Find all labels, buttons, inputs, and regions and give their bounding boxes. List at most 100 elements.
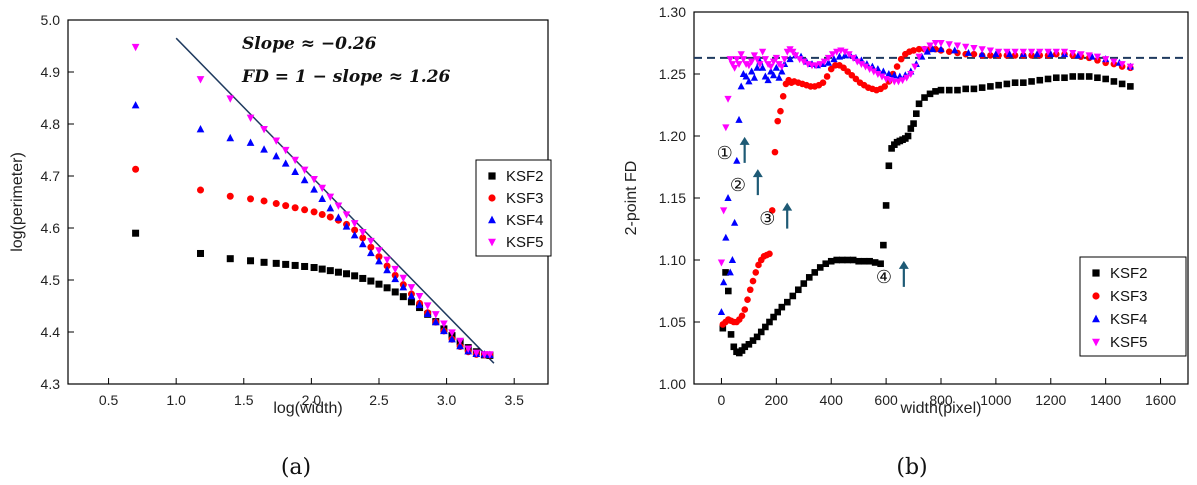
series-ksf5: [131, 43, 494, 359]
data-point-ksf2: [727, 331, 735, 338]
data-point-ksf5: [870, 68, 878, 76]
data-point-ksf2: [945, 86, 953, 94]
x-tick-label: 400: [820, 392, 844, 408]
legend-label-ksf4: KSF4: [506, 212, 544, 229]
data-point-ksf2: [407, 298, 415, 306]
data-point-ksf2: [926, 90, 934, 98]
data-point-ksf3: [915, 45, 923, 53]
data-point-ksf2: [784, 298, 791, 306]
data-point-ksf4: [1088, 52, 1096, 60]
data-point-ksf4: [1033, 50, 1041, 58]
x-tick-label: 1400: [1090, 392, 1121, 408]
data-point-ksf2: [197, 249, 205, 257]
data-point-ksf4: [131, 101, 140, 109]
data-point-ksf2: [367, 277, 375, 285]
data-point-ksf2: [1011, 79, 1019, 86]
data-point-ksf5: [739, 56, 748, 64]
x-tick-label: 800: [929, 392, 953, 408]
data-point-ksf5: [391, 265, 400, 274]
data-point-ksf5: [1118, 61, 1126, 69]
data-point-ksf5: [1110, 58, 1118, 66]
data-point-ksf2: [789, 292, 797, 300]
x-tick-label: 2.0: [302, 392, 322, 408]
data-point-ksf2: [877, 260, 884, 268]
data-point-ksf4: [415, 300, 424, 309]
data-point-ksf4: [951, 46, 959, 54]
tick-group-b: 0 200 400 600 800 1000 1200 1400 1600 1.00 1.05 1.1…: [659, 4, 1177, 408]
data-point-ksf2: [730, 343, 738, 351]
data-point-ksf5: [780, 56, 789, 64]
data-point-ksf2: [907, 125, 915, 132]
data-point-ksf2: [766, 318, 773, 326]
data-point-ksf5: [898, 77, 907, 85]
data-point-ksf3: [301, 206, 309, 214]
legend-marker-ksf5: [1092, 338, 1100, 347]
data-point-ksf5: [480, 351, 489, 359]
y-tick-label: 1.15: [659, 190, 686, 206]
data-point-ksf2: [995, 81, 1002, 89]
data-point-ksf5: [953, 42, 962, 50]
fd-annotation: FD = 1 − slope ≈ 1.26: [241, 67, 451, 87]
data-point-ksf5: [789, 48, 797, 56]
series-ksf3: [132, 165, 494, 359]
data-point-ksf5: [735, 61, 743, 69]
series-ksf4: [717, 45, 1134, 316]
data-point-ksf2: [391, 288, 399, 296]
data-point-ksf3: [359, 234, 367, 242]
data-point-ksf4: [226, 133, 235, 142]
data-point-ksf4: [735, 115, 743, 123]
data-point-ksf5: [903, 74, 911, 82]
legend-label-ksf4: KSF4: [1110, 311, 1148, 328]
data-point-ksf2: [910, 120, 917, 127]
legend-b: KSF2 KSF3 KSF4 KSF5: [1079, 256, 1187, 357]
data-point-ksf5: [1069, 49, 1077, 57]
data-point-ksf5: [767, 63, 775, 71]
data-point-ksf4: [767, 67, 775, 75]
data-point-ksf5: [926, 42, 934, 50]
data-point-ksf3: [282, 202, 290, 210]
legend-marker-ksf4: [1092, 314, 1100, 323]
data-point-ksf5: [728, 61, 737, 69]
data-point-ksf2: [351, 272, 359, 280]
arrow-head-2: [752, 169, 763, 178]
data-point-ksf4: [750, 73, 759, 81]
data-point-ksf4: [764, 76, 772, 84]
data-point-ksf4: [769, 71, 778, 79]
data-point-ksf2: [805, 274, 813, 281]
data-point-ksf3: [247, 195, 255, 203]
data-point-ksf5: [334, 202, 343, 210]
legend-marker-ksf2: [488, 172, 496, 180]
legend-label-ksf2: KSF2: [506, 168, 544, 185]
data-point-ksf5: [131, 43, 140, 52]
data-point-ksf3: [755, 261, 762, 269]
data-point-ksf5: [748, 58, 756, 66]
series-ksf4: [131, 101, 494, 359]
data-point-ksf4: [383, 265, 391, 274]
data-point-ksf5: [894, 78, 903, 86]
data-point-ksf3: [910, 47, 917, 54]
data-point-ksf5: [1060, 48, 1069, 56]
data-point-ksf2: [318, 265, 326, 273]
data-point-ksf2: [1052, 74, 1060, 82]
data-point-ksf2: [778, 303, 786, 311]
data-point-ksf5: [1027, 48, 1036, 56]
data-point-ksf4: [937, 45, 945, 53]
data-point-ksf2: [383, 284, 391, 292]
fit-line: [175, 37, 495, 364]
data-point-ksf3: [272, 200, 280, 208]
data-point-ksf5: [1085, 52, 1093, 60]
x-tick-label: 1.5: [234, 392, 254, 408]
data-point-ksf5: [407, 284, 416, 292]
data-point-ksf5: [769, 58, 778, 66]
legend-marker-ksf5: [488, 238, 496, 247]
data-point-ksf2: [1094, 74, 1101, 82]
data-point-ksf5: [730, 64, 739, 72]
data-point-ksf5: [720, 207, 728, 215]
data-point-ksf5: [866, 66, 874, 73]
data-point-ksf4: [733, 156, 741, 164]
arrow-head-4: [898, 260, 909, 269]
data-point-ksf2: [827, 257, 835, 265]
data-point-ksf5: [737, 51, 745, 59]
data-point-ksf5: [310, 175, 318, 184]
x-tick-label: 1.0: [166, 392, 186, 408]
